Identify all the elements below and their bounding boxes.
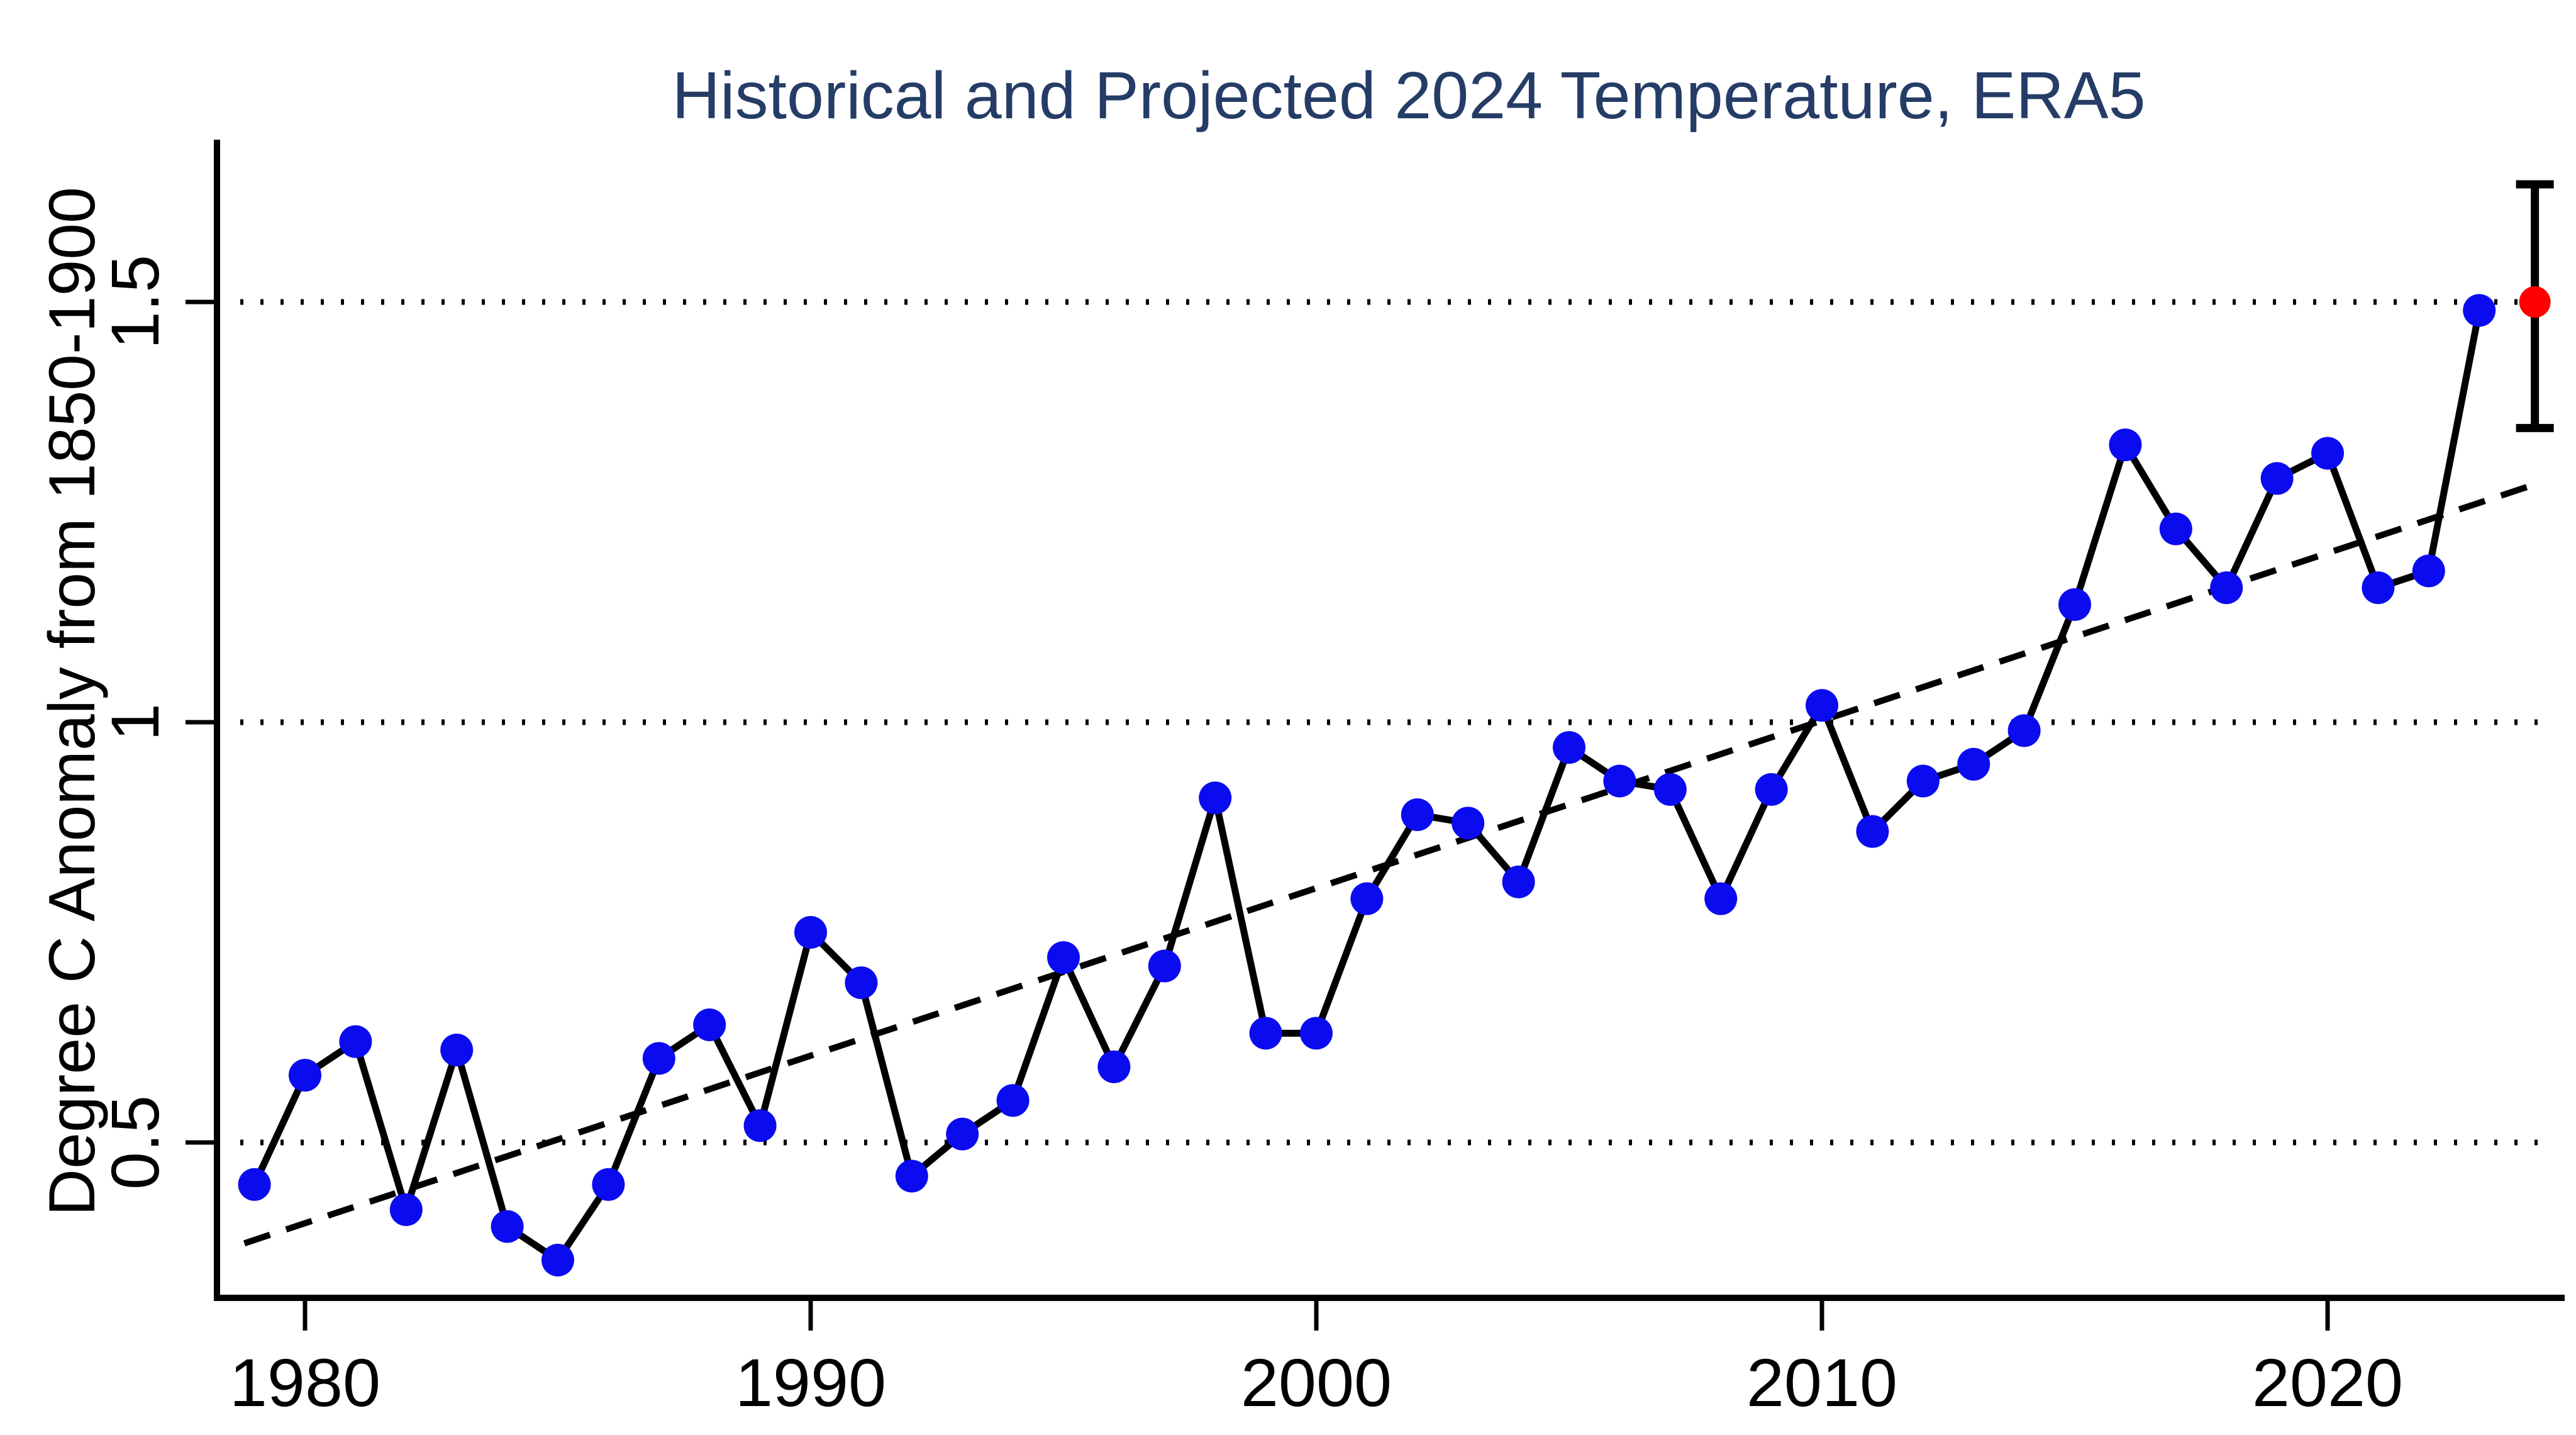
data-point-2022 bbox=[2412, 554, 2445, 588]
y-tick-label-0.5: 0.5 bbox=[97, 1095, 173, 1190]
data-point-1985 bbox=[541, 1244, 574, 1277]
y-tick-label-1: 1 bbox=[97, 703, 173, 741]
data-point-2005 bbox=[1553, 731, 1585, 764]
data-point-1983 bbox=[440, 1034, 474, 1067]
data-point-2011 bbox=[1856, 815, 1889, 848]
data-point-1992 bbox=[895, 1159, 928, 1193]
data-point-1979 bbox=[238, 1168, 271, 1201]
data-point-1982 bbox=[389, 1193, 423, 1226]
data-point-1981 bbox=[339, 1025, 372, 1058]
data-point-1991 bbox=[845, 966, 878, 1000]
data-point-2010 bbox=[1806, 689, 1838, 722]
data-point-1996 bbox=[1097, 1050, 1131, 1083]
data-point-2013 bbox=[1957, 747, 1990, 781]
plot-area: 1980 1990 2000 2010 2020 0.5 1 1.5 bbox=[97, 140, 2565, 1421]
data-point-2004 bbox=[1502, 865, 1535, 898]
chart-title: Historical and Projected 2024 Temperatur… bbox=[672, 59, 2145, 133]
x-tick-label-2000: 2000 bbox=[1241, 1344, 1392, 1421]
data-point-1995 bbox=[1047, 941, 1080, 974]
data-point-1990 bbox=[794, 916, 827, 949]
data-point-1980 bbox=[289, 1059, 321, 1092]
data-point-2001 bbox=[1350, 882, 1384, 915]
data-point-2007 bbox=[1653, 773, 1687, 806]
data-point-2019 bbox=[2260, 462, 2294, 495]
data-point-2021 bbox=[2362, 571, 2395, 605]
data-point-2017 bbox=[2159, 512, 2192, 545]
projection-point-2024 bbox=[2519, 286, 2551, 318]
data-point-1997 bbox=[1148, 949, 1181, 983]
data-point-2023 bbox=[2463, 294, 2496, 327]
data-point-2008 bbox=[1704, 882, 1738, 915]
x-tick-label-2010: 2010 bbox=[1746, 1344, 1897, 1421]
y-axis-title: Degree C Anomaly from 1850-1900 bbox=[36, 187, 109, 1216]
y-tick-label-1.5: 1.5 bbox=[97, 255, 173, 349]
data-point-1999 bbox=[1249, 1017, 1282, 1050]
data-point-1984 bbox=[491, 1210, 524, 1243]
data-point-2002 bbox=[1401, 798, 1434, 831]
data-point-2015 bbox=[2058, 588, 2091, 621]
x-tick-label-1980: 1980 bbox=[230, 1344, 380, 1421]
data-point-2009 bbox=[1755, 773, 1788, 806]
data-point-2018 bbox=[2210, 571, 2243, 605]
data-point-1989 bbox=[743, 1109, 777, 1142]
data-point-1988 bbox=[693, 1008, 726, 1041]
data-point-2020 bbox=[2311, 437, 2344, 470]
data-point-1998 bbox=[1199, 781, 1232, 815]
data-point-2006 bbox=[1603, 764, 1636, 798]
data-point-2016 bbox=[2109, 428, 2142, 462]
data-point-1986 bbox=[592, 1168, 625, 1201]
data-point-2003 bbox=[1452, 807, 1485, 840]
series-line bbox=[251, 310, 2483, 1265]
data-point-2000 bbox=[1300, 1017, 1333, 1050]
x-tick-label-1990: 1990 bbox=[735, 1344, 886, 1421]
data-point-2012 bbox=[1906, 764, 1940, 798]
data-point-2014 bbox=[2007, 714, 2041, 747]
data-point-1994 bbox=[996, 1084, 1030, 1117]
data-point-1987 bbox=[642, 1042, 675, 1075]
data-point-1993 bbox=[946, 1117, 979, 1151]
x-tick-label-2020: 2020 bbox=[2252, 1344, 2403, 1421]
